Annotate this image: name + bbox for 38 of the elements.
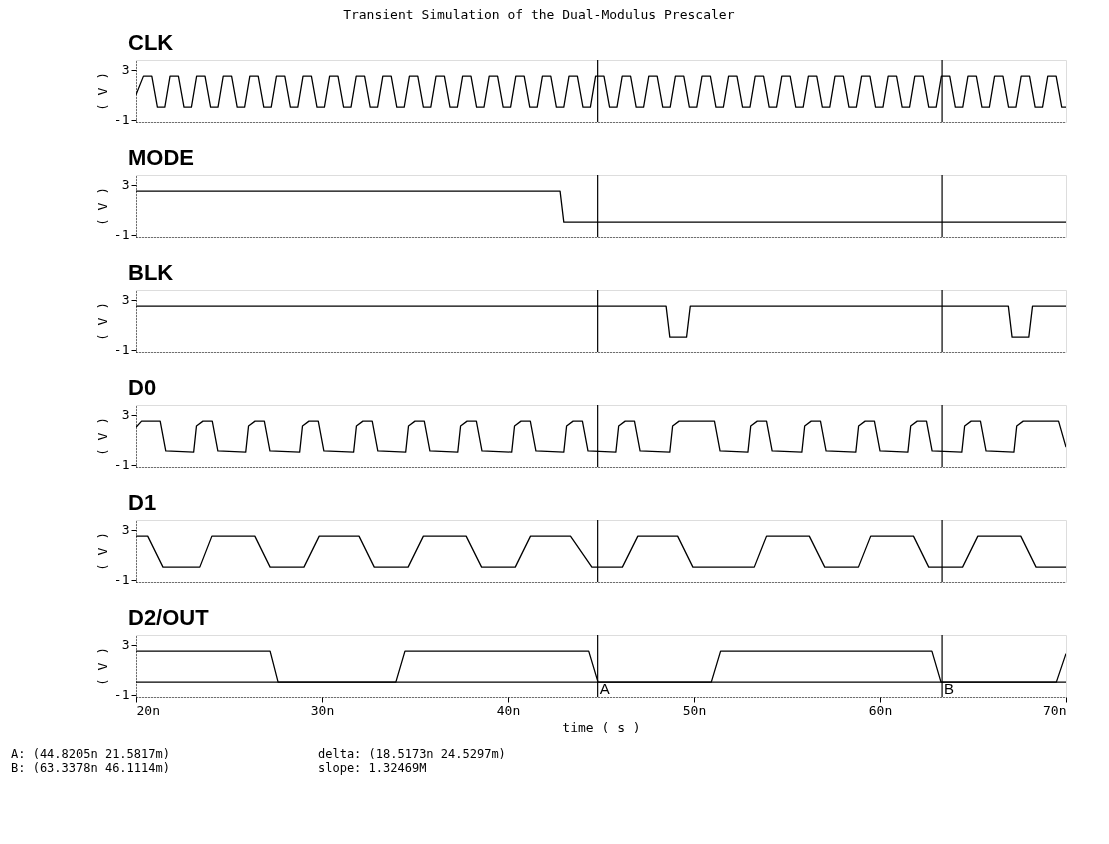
y-tick-label: -1 [113,227,130,243]
y-axis-title: ( V ) [94,416,110,457]
y-axis-title: ( V ) [94,301,110,342]
series-label: CLK [128,30,174,56]
ref-line-label: B [944,680,955,697]
series-label: MODE [128,145,194,171]
text: slope: 1.32469M [318,761,427,775]
y-axis-title: ( V ) [94,646,110,687]
y-tick-label: 3 [121,522,130,538]
series-label: BLK [128,260,174,286]
y-tick-label: 3 [121,407,130,423]
series-label: D2/OUT [128,605,210,631]
x-tick-label: 50n [682,702,707,718]
x-axis-title: time ( s ) [562,719,641,735]
ref-line-label: A [599,680,610,697]
x-tick-label: 60n [868,702,893,718]
y-tick-label: 3 [121,637,130,653]
y-axis-title: ( V ) [94,531,110,572]
x-tick-label: 70n [1043,702,1067,718]
y-tick-label: -1 [113,687,130,703]
y-tick-label: -1 [113,457,130,473]
series-label: D0 [128,375,157,401]
x-tick-label: 40n [496,702,521,718]
y-axis-title: ( V ) [94,186,110,227]
y-tick-label: 3 [121,292,130,308]
y-axis-title: ( V ) [94,71,110,112]
y-tick-label: -1 [113,342,130,358]
y-tick-label: 3 [121,177,130,193]
x-tick-label: 30n [310,702,335,718]
series-label: D1 [128,490,157,516]
y-tick-label: -1 [113,112,130,128]
text: delta: (18.5173n 24.5297m) [318,747,506,761]
chart-title: Transient Simulation of the Dual-Modulus Prescaler [343,6,735,22]
text: B: (63.3378n 46.1114m) [11,761,170,775]
y-tick-label: 3 [121,62,130,78]
text: A: (44.8205n 21.5817m) [11,747,170,761]
y-tick-label: -1 [113,572,130,588]
x-tick-label: 20n [136,702,160,718]
